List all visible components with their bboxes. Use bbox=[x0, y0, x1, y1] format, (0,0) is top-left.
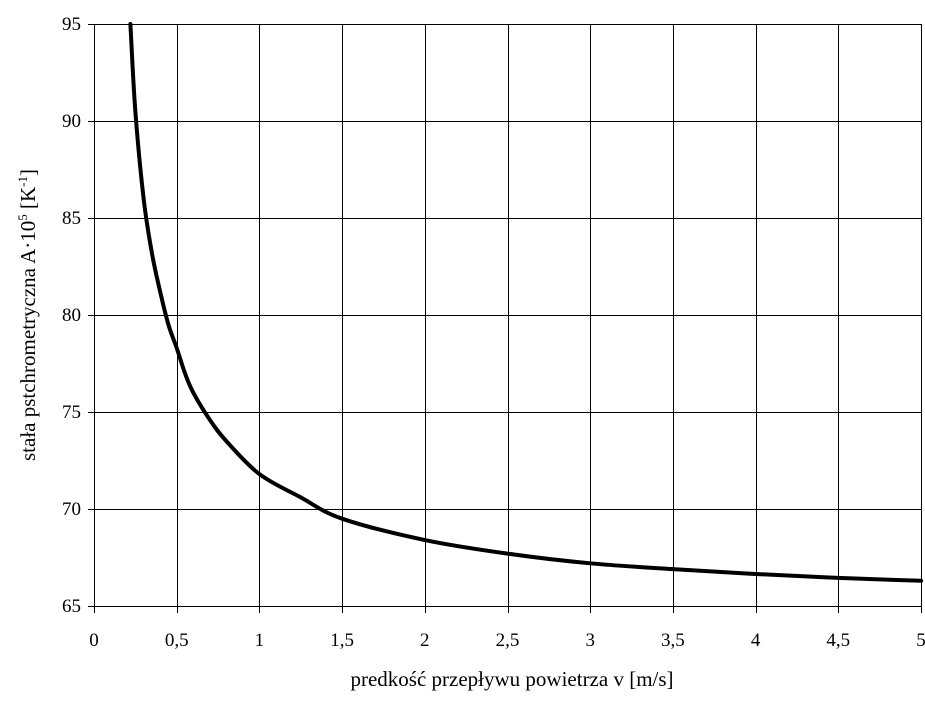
series-layer bbox=[130, 24, 921, 581]
x-tick-label: 0,5 bbox=[165, 630, 189, 651]
x-tick-label: 1 bbox=[255, 630, 265, 651]
y-axis-ticks: 65 70 75 80 85 90 95 bbox=[62, 14, 94, 617]
y-axis-title-unit-close: ] bbox=[16, 169, 40, 176]
y-tick-label: 85 bbox=[62, 208, 81, 229]
y-axis-title: stała pstchrometryczna A·105 [K-1] bbox=[15, 169, 40, 461]
y-tick-label: 65 bbox=[62, 596, 81, 617]
x-axis-ticks: 0 0,5 1 1,5 2 2,5 3 3,5 4 4,5 5 bbox=[89, 606, 925, 651]
y-axis-title-main: stała pstchrometryczna A·10 bbox=[16, 221, 40, 461]
x-tick-label: 2,5 bbox=[496, 630, 520, 651]
x-tick-label: 0 bbox=[89, 630, 99, 651]
x-tick-label: 4,5 bbox=[826, 630, 850, 651]
x-tick-label: 3,5 bbox=[661, 630, 685, 651]
x-tick-label: 5 bbox=[916, 630, 925, 651]
y-tick-label: 95 bbox=[62, 14, 81, 35]
x-tick-label: 2 bbox=[420, 630, 430, 651]
x-tick-label: 1,5 bbox=[330, 630, 354, 651]
y-tick-label: 75 bbox=[62, 402, 81, 423]
y-axis-title-unit-exponent: -1 bbox=[15, 176, 30, 187]
y-tick-label: 90 bbox=[62, 111, 81, 132]
y-axis-title-unit-open: [K bbox=[16, 187, 40, 214]
y-tick-label: 80 bbox=[62, 305, 81, 326]
y-tick-label: 70 bbox=[62, 499, 81, 520]
x-axis-title: predkość przepływu powietrza v [m/s] bbox=[350, 667, 673, 691]
x-tick-label: 4 bbox=[751, 630, 761, 651]
grid bbox=[94, 24, 922, 607]
x-tick-label: 3 bbox=[585, 630, 595, 651]
data-series-line bbox=[130, 24, 921, 581]
